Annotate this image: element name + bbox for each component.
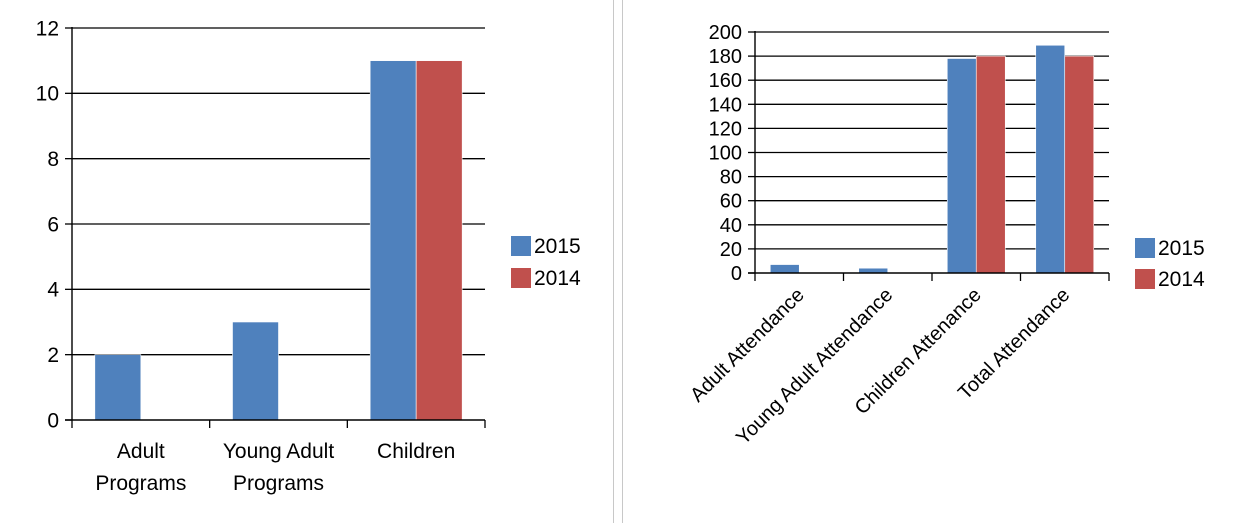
bar-2015 bbox=[946, 58, 977, 274]
y-tick-label: 2 bbox=[47, 344, 59, 367]
y-tick-label: 200 bbox=[709, 22, 742, 44]
y-tick-label: 60 bbox=[720, 191, 742, 213]
y-tick-label: 8 bbox=[47, 148, 59, 171]
y-tick-label: 120 bbox=[709, 118, 742, 140]
legend-label: 2014 bbox=[534, 267, 581, 290]
bar-2015 bbox=[94, 354, 142, 421]
x-category-label: Young Adult bbox=[223, 440, 335, 463]
y-tick-label: 180 bbox=[709, 46, 742, 68]
y-tick-label: 12 bbox=[36, 17, 59, 40]
x-category-label: Children bbox=[377, 440, 455, 463]
legend-label: 2015 bbox=[1158, 237, 1205, 260]
y-tick-label: 6 bbox=[47, 213, 59, 236]
legend-label: 2015 bbox=[534, 235, 581, 258]
bar-2014 bbox=[975, 55, 1006, 274]
programs-chart: 0 2 4 6 8 10 12 Adult Programs Young Adult Program… bbox=[36, 17, 581, 495]
legend-swatch-2014 bbox=[1135, 269, 1155, 289]
bar-2014 bbox=[1064, 55, 1095, 274]
x-category-label: Programs bbox=[233, 472, 324, 495]
y-tick-label: 20 bbox=[720, 239, 742, 261]
bar-2015 bbox=[1035, 44, 1066, 274]
bar-2015 bbox=[369, 60, 417, 421]
y-tick-label: 10 bbox=[36, 83, 59, 106]
x-category-label: Young Adult Attendance bbox=[732, 284, 897, 449]
y-tick-label: 160 bbox=[709, 70, 742, 92]
y-tick-label: 0 bbox=[47, 409, 59, 432]
y-tick-label: 4 bbox=[47, 279, 59, 302]
legend-swatch-2014 bbox=[511, 268, 531, 288]
y-tick-label: 140 bbox=[709, 94, 742, 116]
chart-panel-programs: 0 2 4 6 8 10 12 Adult Programs Young Adult Program… bbox=[0, 0, 614, 523]
y-tick-label: 0 bbox=[731, 263, 742, 285]
bar-2014 bbox=[415, 60, 463, 421]
chart-panel-attendance: 0 20 40 60 80 100 120 140 160 180 200 Adult Attenda… bbox=[622, 0, 1239, 523]
bar-2015 bbox=[769, 264, 800, 274]
y-tick-label: 100 bbox=[709, 143, 742, 165]
x-category-label: Adult bbox=[117, 440, 165, 463]
legend-swatch-2015 bbox=[1135, 238, 1155, 258]
legend-label: 2014 bbox=[1158, 268, 1205, 291]
y-tick-label: 40 bbox=[720, 215, 742, 237]
y-tick-label: 80 bbox=[720, 167, 742, 189]
x-category-label: Programs bbox=[95, 472, 186, 495]
legend-swatch-2015 bbox=[511, 236, 531, 256]
bar-2015 bbox=[858, 267, 889, 274]
bar-2015 bbox=[232, 321, 279, 421]
